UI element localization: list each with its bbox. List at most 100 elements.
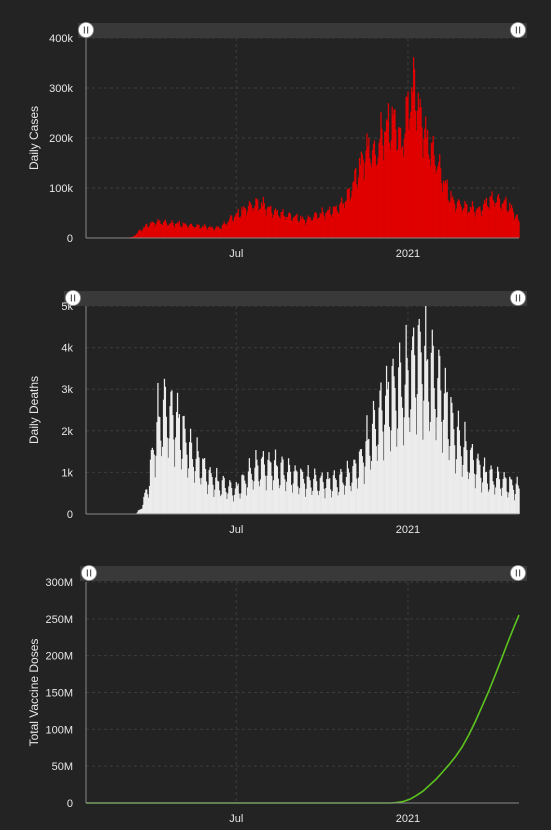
bar [233, 494, 236, 514]
bar [241, 475, 243, 514]
bar [156, 422, 158, 514]
bar [163, 221, 166, 238]
bar [345, 477, 348, 514]
bar [261, 456, 264, 514]
bar [259, 486, 261, 514]
range-handle-right[interactable] [510, 565, 526, 581]
range-slider-track[interactable] [78, 23, 527, 38]
bar [314, 468, 316, 514]
bar [376, 164, 378, 238]
bar [201, 477, 203, 514]
bar [432, 345, 434, 514]
bar [468, 472, 471, 514]
bar [478, 206, 480, 238]
bar [338, 491, 340, 514]
bar [481, 216, 483, 238]
bar [244, 207, 246, 238]
bar [222, 224, 224, 238]
bar [378, 407, 380, 514]
bar [250, 204, 252, 238]
range-handle-left[interactable] [78, 22, 94, 38]
bar [503, 472, 505, 514]
bar [423, 138, 425, 238]
bar [350, 197, 352, 238]
bar [417, 92, 419, 238]
x-tick-label: 2021 [396, 248, 420, 260]
bar [397, 149, 399, 238]
range-handle-left[interactable] [65, 290, 81, 306]
handle-circle[interactable] [510, 290, 526, 306]
bar [174, 466, 176, 514]
handle-circle[interactable] [81, 565, 97, 581]
handle-circle[interactable] [78, 22, 94, 38]
bar [138, 230, 140, 238]
bar [472, 460, 474, 514]
bar [437, 166, 439, 238]
bar [431, 329, 433, 514]
bar [239, 498, 241, 514]
bar [259, 479, 262, 514]
y-tick-label: 100k [49, 183, 73, 195]
bar [475, 474, 477, 514]
bar [377, 444, 379, 514]
bar [516, 214, 518, 238]
bar [278, 217, 280, 238]
bar [279, 218, 281, 238]
bar [425, 306, 427, 514]
bar [500, 495, 502, 514]
bar [205, 481, 208, 514]
bar [231, 495, 234, 514]
handle-circle[interactable] [510, 22, 526, 38]
bar [487, 492, 489, 514]
range-handle-left[interactable] [81, 565, 97, 581]
bar [397, 428, 399, 514]
bar [407, 370, 409, 514]
handle-circle[interactable] [510, 565, 526, 581]
bar [511, 208, 514, 238]
bar [321, 472, 323, 514]
bar [258, 211, 260, 238]
bar-series [135, 306, 520, 514]
bar [385, 131, 387, 238]
bar [269, 207, 271, 238]
bar [472, 206, 474, 238]
bar [212, 484, 214, 514]
bar [234, 488, 237, 514]
handle-circle[interactable] [65, 290, 81, 306]
range-slider-track[interactable] [64, 291, 527, 306]
bar [144, 492, 146, 514]
bar [357, 488, 359, 514]
range-slider-track[interactable] [80, 566, 527, 581]
range-handle-right[interactable] [510, 290, 526, 306]
bar [449, 201, 451, 238]
bar [196, 224, 198, 238]
bar [440, 390, 442, 514]
bar [195, 227, 197, 238]
bar [285, 491, 287, 514]
bar [343, 484, 345, 514]
bar [445, 183, 447, 238]
bar [161, 224, 163, 238]
bar [297, 220, 299, 238]
bar [228, 486, 230, 514]
bar [191, 459, 194, 514]
bar [493, 484, 495, 514]
bar [260, 202, 263, 238]
bar [446, 179, 448, 238]
bar [433, 155, 435, 238]
bar [145, 489, 147, 514]
bar [231, 488, 233, 514]
bar [172, 222, 174, 238]
range-handle-right[interactable] [510, 22, 526, 38]
bar [166, 437, 168, 514]
bar [488, 208, 490, 238]
bar [499, 488, 502, 514]
bar [275, 211, 278, 238]
bar [445, 392, 447, 514]
bar [162, 399, 165, 514]
bar [182, 416, 184, 514]
bar [502, 203, 504, 238]
bar [159, 220, 161, 238]
bar [509, 476, 511, 514]
bar [268, 206, 270, 238]
